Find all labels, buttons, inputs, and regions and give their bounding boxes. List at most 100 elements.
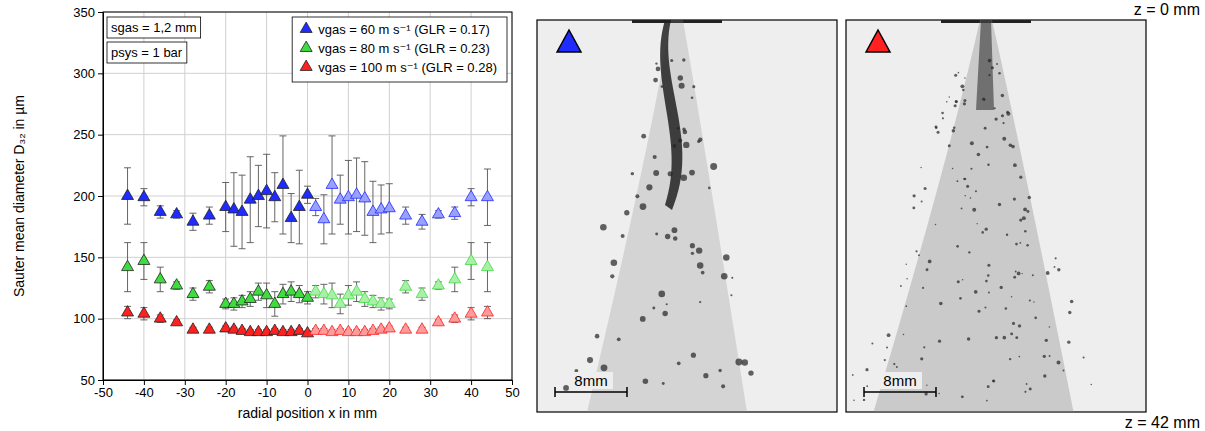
error-cap — [124, 167, 131, 168]
error-cap — [288, 281, 295, 282]
point — [122, 306, 134, 316]
plot-frame — [103, 12, 512, 380]
error-cap — [247, 306, 254, 307]
droplet — [900, 285, 902, 287]
droplet — [1015, 336, 1018, 339]
error-cap — [296, 243, 303, 244]
droplet — [718, 369, 721, 372]
tick-mark — [98, 196, 103, 197]
tick-mark — [98, 135, 103, 136]
droplet — [884, 359, 886, 361]
droplet — [1021, 273, 1022, 274]
droplet — [1055, 257, 1057, 259]
point — [383, 322, 395, 332]
droplet — [896, 366, 898, 368]
droplet — [742, 359, 748, 365]
annotation-box — [107, 42, 187, 63]
droplet — [1001, 114, 1004, 117]
point — [481, 190, 493, 200]
error-cap — [296, 170, 303, 171]
droplet — [1063, 370, 1065, 372]
error-cap — [329, 234, 336, 235]
droplet — [954, 104, 957, 107]
droplet — [981, 231, 984, 234]
error-cap — [206, 224, 213, 225]
droplet — [994, 117, 997, 120]
droplet — [978, 310, 981, 313]
droplet — [1010, 332, 1013, 335]
tick: 250 — [73, 127, 103, 142]
droplet — [1015, 243, 1018, 246]
error-cap — [288, 301, 295, 302]
scale-bar-end — [863, 387, 865, 397]
droplet — [635, 194, 639, 198]
tick: 300 — [73, 66, 103, 81]
droplet — [955, 100, 958, 103]
droplet — [963, 99, 966, 102]
liquid-core — [976, 20, 994, 110]
y-axis-title: Sauter mean diameter D₃₂ in µm — [11, 95, 27, 297]
error-cap — [345, 305, 352, 306]
error-cap — [255, 165, 262, 166]
droplet — [682, 128, 685, 131]
point — [203, 209, 215, 219]
point — [416, 287, 428, 297]
spray-plume — [874, 20, 1074, 412]
point — [277, 178, 289, 188]
error-cap — [271, 221, 278, 222]
error-cap — [378, 184, 385, 185]
droplet — [721, 273, 728, 280]
error-cap — [468, 319, 475, 320]
droplet — [928, 260, 932, 264]
droplet — [1045, 339, 1048, 342]
error-cap — [279, 284, 286, 285]
tick-label: 30 — [423, 385, 437, 400]
photo-background — [537, 20, 837, 412]
tick: -30 — [176, 380, 195, 400]
droplet — [887, 333, 891, 337]
droplet — [937, 131, 940, 134]
droplet — [601, 364, 608, 371]
point — [400, 280, 412, 290]
point — [326, 288, 338, 298]
annotation-box — [107, 17, 201, 38]
droplet — [672, 227, 678, 233]
error-cap — [140, 205, 147, 206]
error-cap — [329, 283, 336, 284]
scale-bar-end — [554, 387, 556, 397]
x-axis-title: radial position x in mm — [238, 405, 377, 421]
point — [432, 207, 444, 217]
error-cap — [320, 284, 327, 285]
legend-label: vgas = 80 m s⁻¹ (GLR = 0.23) — [318, 41, 490, 56]
droplet — [1024, 391, 1026, 393]
droplet — [710, 163, 717, 170]
point — [236, 205, 248, 215]
error-cap — [230, 246, 237, 247]
tick-label: 200 — [73, 189, 95, 204]
error-cap — [304, 303, 311, 304]
error-cap — [222, 231, 229, 232]
point — [310, 200, 322, 210]
error-cap — [189, 230, 196, 231]
droplet — [962, 89, 964, 91]
droplet — [691, 252, 694, 255]
error-cap — [124, 291, 131, 292]
error-cap — [320, 194, 327, 195]
droplet — [915, 250, 917, 252]
droplet — [1024, 230, 1027, 233]
point — [171, 207, 183, 217]
droplet — [964, 178, 967, 181]
error-cap — [312, 198, 319, 199]
grid-line-y — [103, 257, 512, 258]
error-cap — [369, 242, 376, 243]
droplet — [721, 384, 725, 388]
scale-bar-label: 8mm — [883, 372, 916, 389]
tick-mark — [98, 257, 103, 258]
droplet — [1049, 326, 1051, 328]
droplet — [956, 180, 958, 182]
droplet — [1011, 145, 1015, 149]
point — [154, 312, 166, 322]
droplet — [992, 379, 995, 382]
droplet — [906, 264, 908, 266]
annotation-text: psys = 1 bar — [111, 45, 183, 60]
